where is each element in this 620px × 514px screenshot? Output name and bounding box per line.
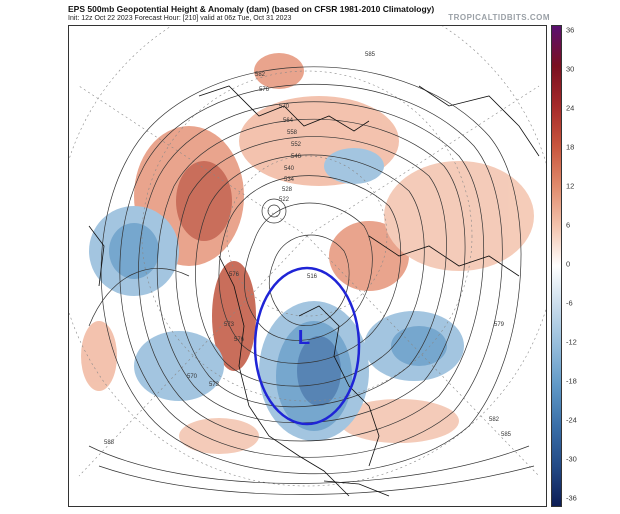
colorbar-tick-label: 12 — [566, 181, 575, 191]
colorbar-tick-label: 18 — [566, 142, 575, 152]
contour-label: 522 — [279, 197, 290, 203]
contour-label: 564 — [283, 118, 294, 124]
contour-label: 558 — [287, 130, 298, 136]
annotation-circle — [253, 266, 361, 426]
contour-label: 582 — [255, 72, 266, 78]
colorbar-tick-label: -36 — [566, 493, 577, 503]
contour-label: 585 — [365, 52, 376, 58]
contour-label: 528 — [282, 187, 293, 193]
graticule — [69, 26, 546, 487]
contour-label: 570 — [187, 374, 198, 380]
chart-title: EPS 500mb Geopotential Height & Anomaly … — [68, 4, 435, 14]
contour-label: 552 — [291, 142, 302, 148]
map-panel: 585 582 576 570 564 558 552 546 540 534 … — [68, 25, 547, 507]
colorbar — [551, 25, 562, 507]
colorbar-tick-label: -30 — [566, 454, 577, 464]
contour-label: 588 — [104, 440, 115, 446]
contour-labels: 585 582 576 570 564 558 552 546 540 534 … — [104, 52, 512, 446]
contour-label: 579 — [494, 322, 505, 328]
contour-label: 570 — [279, 104, 290, 110]
contour-label: 540 — [284, 166, 295, 172]
colorbar-tick-label: -18 — [566, 376, 577, 386]
contour-label: 576 — [259, 87, 270, 93]
chart-subtitle: Init: 12z Oct 22 2023 Forecast Hour: [21… — [68, 15, 292, 22]
contour-label: 585 — [501, 432, 512, 438]
colorbar-tick-label: 30 — [566, 64, 575, 74]
height-contours — [88, 66, 535, 495]
contour-label: 576 — [229, 272, 240, 278]
colorbar-tick-label: 6 — [566, 220, 571, 230]
contour-label: 546 — [291, 154, 302, 160]
colorbar-tick-label: -12 — [566, 337, 577, 347]
contour-label: 582 — [489, 417, 500, 423]
site-brand: TROPICALTIDBITS.COM — [448, 13, 550, 22]
contour-label: 516 — [307, 274, 318, 280]
colorbar-tick-label: -6 — [566, 298, 573, 308]
contour-label: 576 — [234, 337, 245, 343]
colorbar-tick-label: -24 — [566, 415, 577, 425]
contour-label: 534 — [284, 177, 295, 183]
colorbar-tick-label: 0 — [566, 259, 571, 269]
map-svg: 585 582 576 570 564 558 552 546 540 534 … — [69, 26, 546, 497]
coastlines — [88, 85, 540, 497]
low-pressure-marker: L — [298, 327, 310, 349]
contour-label: 573 — [209, 382, 220, 388]
contour-label: 573 — [224, 322, 235, 328]
colorbar-tick-label: 24 — [566, 103, 575, 113]
colorbar-tick-label: 36 — [566, 25, 575, 35]
